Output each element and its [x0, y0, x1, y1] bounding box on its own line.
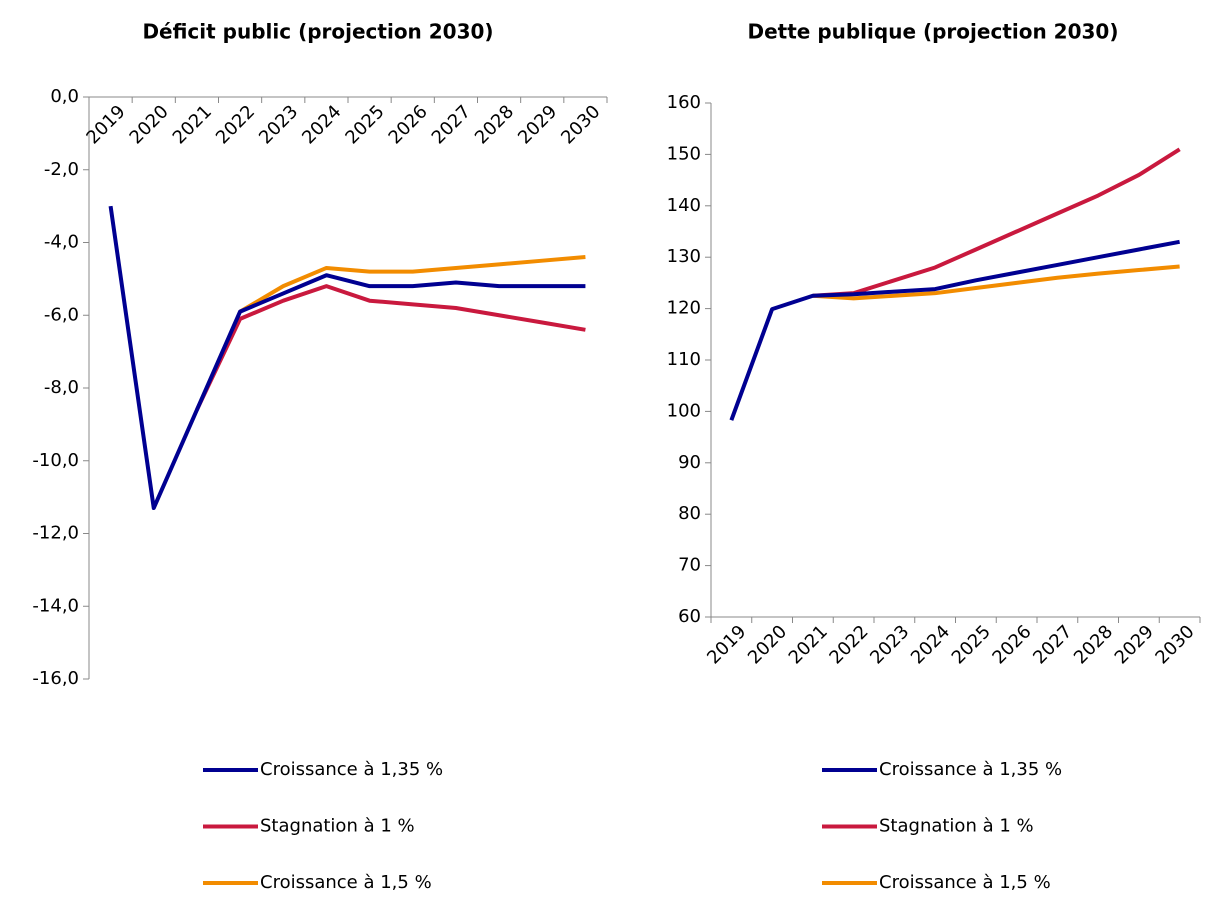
- y-tick-label: 0,0: [50, 86, 79, 107]
- x-tick-label: 2026: [988, 621, 1035, 668]
- x-tick-label: 2022: [825, 621, 872, 668]
- x-tick-label: 2030: [557, 101, 604, 148]
- y-tick-label: 60: [678, 606, 701, 627]
- series-line: [812, 147, 1181, 298]
- chart-title: Déficit public (projection 2030): [142, 20, 493, 44]
- legend-label: Stagnation à 1 %: [879, 816, 1034, 837]
- x-tick-label: 2024: [907, 621, 954, 668]
- series-line: [729, 239, 1181, 421]
- y-tick-label: -2,0: [44, 159, 79, 180]
- y-tick-label: -10,0: [32, 450, 79, 471]
- x-tick-label: 2022: [212, 101, 259, 148]
- x-tick-label: 2030: [1151, 621, 1198, 668]
- y-tick-label: 120: [667, 298, 701, 319]
- y-tick-label: 140: [667, 195, 701, 216]
- x-tick-label: 2021: [169, 101, 216, 148]
- x-tick-label: 2019: [703, 621, 750, 668]
- x-tick-label: 2028: [1070, 621, 1117, 668]
- y-tick-label: -12,0: [32, 523, 79, 544]
- x-tick-label: 2020: [744, 621, 791, 668]
- legend-label: Croissance à 1,5 %: [260, 872, 432, 893]
- y-tick-label: 160: [667, 92, 701, 113]
- chart-title: Dette publique (projection 2030): [748, 20, 1119, 44]
- legend-label: Croissance à 1,5 %: [879, 872, 1051, 893]
- y-tick-label: -8,0: [44, 377, 79, 398]
- x-tick-label: 2025: [341, 101, 388, 148]
- x-tick-label: 2025: [948, 621, 995, 668]
- series-line: [812, 264, 1180, 301]
- y-tick-label: 110: [667, 349, 701, 370]
- x-tick-label: 2029: [1111, 621, 1158, 668]
- series-line: [195, 284, 586, 411]
- y-tick-label: -6,0: [44, 304, 79, 325]
- legend-label: Croissance à 1,35 %: [879, 759, 1062, 780]
- y-tick-label: 130: [667, 246, 701, 267]
- x-tick-label: 2024: [298, 101, 345, 148]
- y-tick-label: 70: [678, 555, 701, 576]
- x-tick-label: 2026: [385, 101, 432, 148]
- x-tick-label: 2023: [866, 621, 913, 668]
- y-tick-label: 80: [678, 503, 701, 524]
- x-tick-label: 2027: [428, 101, 475, 148]
- y-tick-label: 90: [678, 452, 701, 473]
- y-tick-label: 100: [667, 400, 701, 421]
- y-tick-label: -16,0: [32, 668, 79, 689]
- x-tick-label: 2027: [1029, 621, 1076, 668]
- legend-label: Croissance à 1,35 %: [260, 759, 443, 780]
- y-tick-label: 150: [667, 143, 701, 164]
- x-tick-label: 2028: [471, 101, 518, 148]
- x-tick-label: 2029: [514, 101, 561, 148]
- legend-label: Stagnation à 1 %: [260, 816, 415, 837]
- x-tick-label: 2023: [255, 101, 302, 148]
- series-line: [239, 255, 586, 314]
- series-line: [108, 205, 586, 511]
- y-tick-label: -14,0: [32, 595, 79, 616]
- x-tick-label: 2021: [785, 621, 832, 668]
- y-tick-label: -4,0: [44, 232, 79, 253]
- x-tick-label: 2020: [126, 101, 173, 148]
